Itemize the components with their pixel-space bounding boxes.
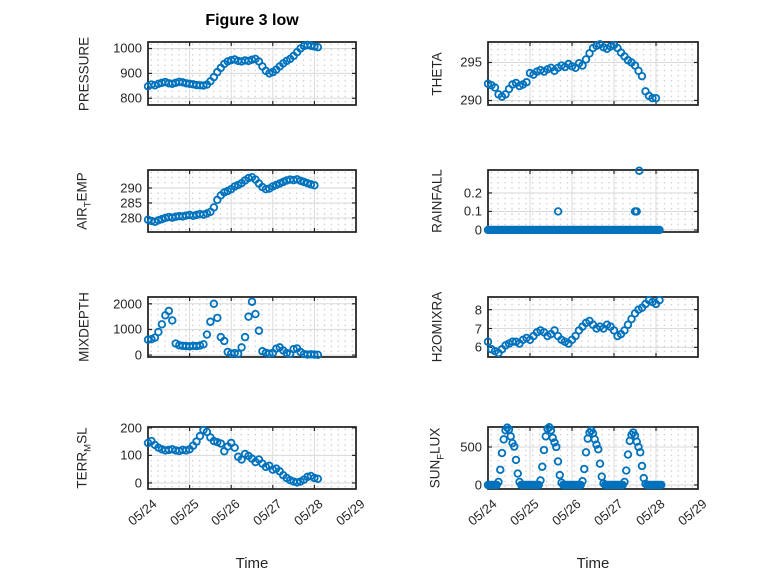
y-tick-label: 0.2 <box>463 185 482 201</box>
axes-border <box>147 296 357 358</box>
y-tick-label: 285 <box>120 195 142 211</box>
x-axis-label-right: Time <box>576 555 610 572</box>
y-tick-label: 290 <box>460 92 482 108</box>
series-markers <box>483 296 664 358</box>
plot-area-h2omixra <box>483 296 699 358</box>
y-tick-label: 8 <box>474 302 482 318</box>
major-grid <box>488 297 698 357</box>
y-tick-label: 2000 <box>113 296 142 312</box>
y-tick-label: 0 <box>134 475 142 491</box>
series-markers <box>143 297 323 360</box>
plot-area-pressure <box>143 40 357 106</box>
plot-area-terr_msl <box>143 425 357 490</box>
y-tick-label: 0 <box>134 347 142 363</box>
series-markers <box>483 166 664 235</box>
y-tick-label: 1000 <box>113 40 142 56</box>
y-tick-label: 200 <box>120 420 142 436</box>
axes-border <box>487 41 699 106</box>
series-markers <box>483 423 666 490</box>
series-markers <box>143 425 323 487</box>
tick-marks <box>147 427 357 489</box>
minor-grid <box>488 170 698 232</box>
y-tick-label: 7 <box>474 321 482 336</box>
y-tick-label: 800 <box>120 90 142 106</box>
y-tick-label: 0.1 <box>463 203 482 219</box>
plot-area-rainfall <box>483 166 699 235</box>
series-markers <box>143 172 319 227</box>
figure-title: Figure 3 low <box>205 12 299 29</box>
axes-border <box>147 426 357 490</box>
y-tick-label: 295 <box>460 54 482 70</box>
series-markers <box>483 40 661 103</box>
plot-area-theta <box>483 40 699 106</box>
y-tick-label: 0 <box>474 477 482 493</box>
y-tick-label: 280 <box>120 210 142 226</box>
tick-marks <box>147 170 357 232</box>
plot-area-mixdepth <box>143 296 357 360</box>
x-axis-label-left: Time <box>235 555 269 572</box>
plot-area-air_temp <box>143 169 357 233</box>
y-tick-label: 0 <box>474 222 482 238</box>
y-tick-label: 6 <box>474 339 482 355</box>
plot-area-sun_flux <box>483 423 699 490</box>
axes-border <box>147 169 357 233</box>
y-tick-label: 500 <box>460 439 482 455</box>
y-tick-label: 290 <box>120 180 142 196</box>
tick-marks <box>487 42 699 105</box>
y-tick-label: 1000 <box>113 321 142 337</box>
axes-border <box>487 296 699 358</box>
y-tick-label: 100 <box>120 447 142 463</box>
tick-marks <box>147 42 357 105</box>
y-tick-label: 900 <box>120 65 142 81</box>
series-markers <box>143 40 323 91</box>
